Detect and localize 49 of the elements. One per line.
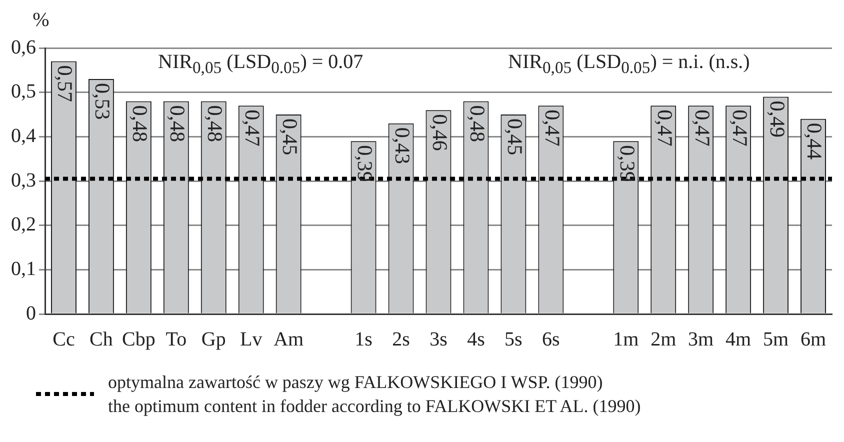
y-tick-label: 0,1 — [11, 258, 36, 280]
data-label: 0,47 — [690, 110, 714, 146]
data-label: 0,46 — [428, 114, 452, 151]
x-tick-label: 3s — [430, 328, 448, 350]
x-tick-label: Am — [274, 328, 304, 350]
data-label: 0,48 — [465, 105, 490, 142]
data-label: 0,53 — [90, 83, 115, 120]
x-tick-label: 3m — [688, 328, 714, 350]
data-label: 0,43 — [390, 127, 415, 164]
x-tick-label: To — [166, 328, 187, 350]
y-tick-label: 0,6 — [11, 36, 36, 58]
data-label: 0,57 — [53, 65, 78, 102]
legend-label: optymalna zawartość w paszy wg FALKOWSKIEGO I WSP. (1990) the optimum content in fodder according to FALKOWSKI ET AL. (1990) — [108, 371, 641, 418]
data-label: 0,49 — [765, 100, 790, 138]
y-tick-label: 0,2 — [11, 214, 36, 236]
x-tick-label: Cbp — [122, 328, 156, 350]
data-label: 0,47 — [240, 110, 265, 146]
data-label: 0,45 — [278, 118, 302, 156]
x-tick-label: Ch — [90, 328, 113, 350]
x-tick-label: 5m — [763, 328, 790, 350]
y-tick-label: 0,4 — [11, 124, 36, 147]
x-tick-label: Cc — [52, 328, 75, 350]
annotation: NIR$_{0,05}$ (LSD$_{0.05}$) = n.i. (n.s.) — [508, 50, 750, 80]
data-label: 0,48 — [203, 105, 228, 142]
data-label: 0,47 — [540, 110, 564, 146]
x-tick-label: 5s — [504, 328, 523, 350]
x-tick-label: Gp — [201, 328, 226, 350]
x-tick-label: 6m — [800, 328, 826, 350]
data-label: 0,48 — [166, 105, 190, 142]
annotation: NIR$_{0,05}$ (LSD$_{0.05}$) = 0.07 — [158, 50, 364, 80]
x-tick-label: 4m — [726, 328, 752, 350]
y-tick-label: 0,3 — [11, 169, 36, 192]
data-label: 0,45 — [502, 118, 527, 156]
x-tick-label: 1s — [354, 328, 373, 350]
x-tick-label: 1m — [613, 328, 640, 350]
x-tick-label: 6s — [542, 328, 560, 350]
x-tick-label: 4s — [467, 328, 486, 350]
x-tick-label: 2s — [392, 328, 410, 350]
x-tick-label: 2m — [650, 328, 677, 350]
y-axis-title: % — [32, 9, 50, 31]
data-label: 0,39 — [615, 145, 640, 182]
x-tick-label: Lv — [240, 328, 262, 350]
data-label: 0,47 — [652, 110, 677, 146]
y-tick-label: 0 — [26, 302, 36, 324]
data-label: 0,47 — [728, 110, 752, 146]
data-label: 0,48 — [128, 105, 152, 142]
y-tick-label: 0,5 — [11, 80, 36, 103]
data-label: 0,39 — [353, 145, 378, 182]
data-label: 0,44 — [802, 122, 827, 160]
